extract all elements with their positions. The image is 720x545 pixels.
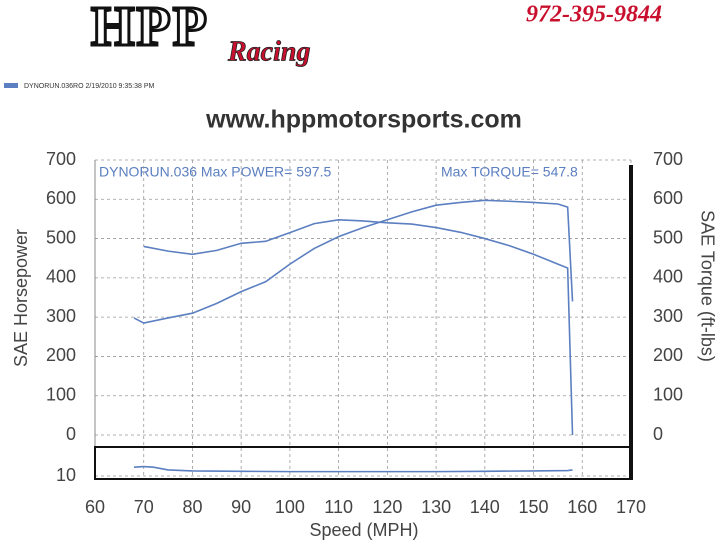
- x-tick-label: 100: [275, 497, 305, 517]
- x-tick-label: 160: [567, 497, 597, 517]
- y2-tick-label: 700: [653, 149, 683, 169]
- y2-axis-label: SAE Torque (ft-lbs): [697, 210, 717, 362]
- y-tick-label: 0: [66, 424, 76, 444]
- annotation: DYNORUN.036 Max POWER= 597.5: [99, 164, 331, 180]
- logo-sub: Racing: [227, 36, 310, 67]
- data-line: [133, 465, 573, 473]
- x-tick-label: 120: [372, 497, 402, 517]
- y2-tick-label: 400: [653, 267, 683, 287]
- y-tick-label: 500: [46, 227, 76, 247]
- x-tick-label: 80: [182, 497, 202, 517]
- data-line: [133, 199, 574, 324]
- y-tick-label: 100: [46, 384, 76, 404]
- x-tick-label: 130: [421, 497, 451, 517]
- x-tick-label: 150: [519, 497, 549, 517]
- y-tick-label: 700: [46, 149, 76, 169]
- y2-tick-label: 0: [653, 424, 663, 444]
- y2-tick-label: 200: [653, 345, 683, 365]
- y2-tick-label: 600: [653, 188, 683, 208]
- legend-text: DYNORUN.036RO 2/19/2010 9:35:38 PM: [24, 83, 155, 90]
- annotation: Max TORQUE= 547.8: [441, 164, 578, 180]
- phone: 972-395-9844: [526, 2, 662, 28]
- chart-title: www.hppmotorsports.com: [205, 106, 522, 134]
- x-tick-label: 60: [85, 497, 105, 517]
- y-tick-label: 400: [46, 267, 76, 287]
- y-tick-label: 10: [56, 465, 76, 485]
- sub-panel-frame: [94, 446, 632, 480]
- x-tick-label: 110: [324, 497, 353, 517]
- legend-swatch: [4, 83, 18, 88]
- logo: HPP: [91, 0, 209, 58]
- x-tick-label: 70: [134, 497, 154, 517]
- data-line: [143, 218, 574, 436]
- x-tick-label: 170: [616, 497, 646, 517]
- y2-tick-label: 100: [653, 384, 683, 404]
- y2-tick-label: 300: [653, 306, 683, 326]
- y2-tick-label: 500: [653, 227, 683, 247]
- y-tick-label: 300: [46, 306, 76, 326]
- x-axis-label: Speed (MPH): [309, 520, 418, 540]
- x-tick-label: 140: [470, 497, 500, 517]
- y-tick-label: 600: [46, 188, 76, 208]
- y-axis-label: SAE Horsepower: [11, 229, 31, 367]
- x-tick-label: 90: [231, 497, 251, 517]
- plot: 60 70 80 90 100 110 120 130 140 150 160 17001002003…: [46, 149, 683, 517]
- y-tick-label: 200: [46, 345, 76, 365]
